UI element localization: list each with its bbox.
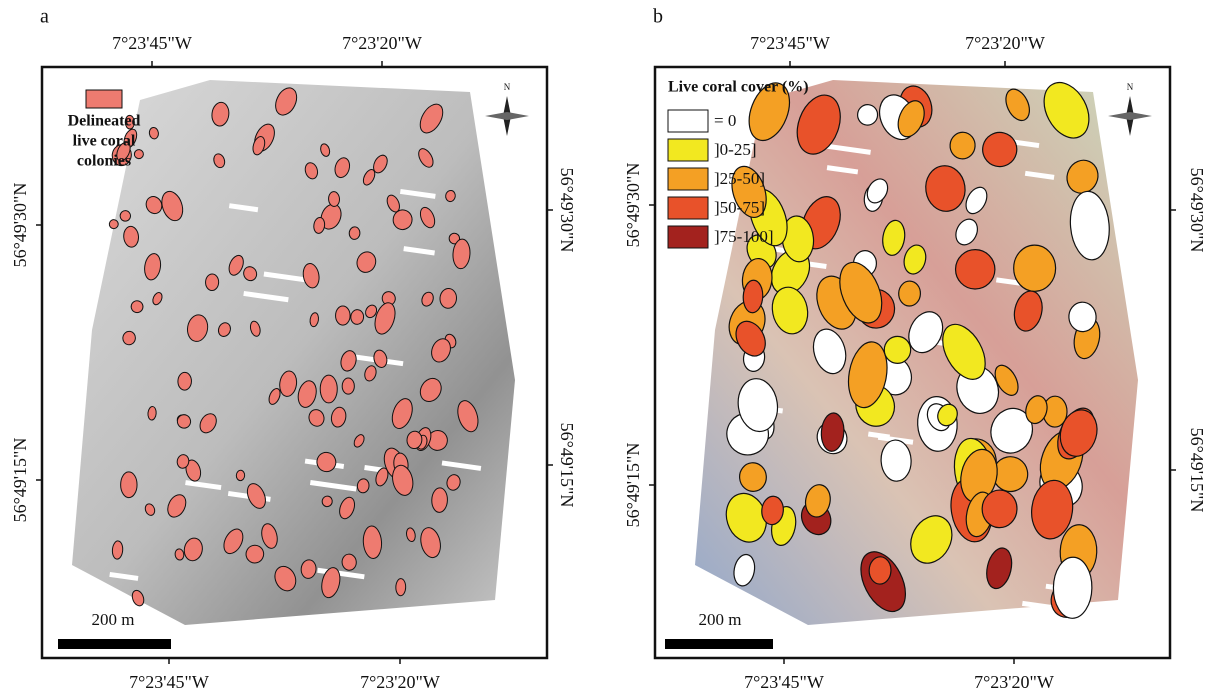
lon-label: 7°23'45"W [744,672,824,692]
lat-label: 56°49'15"N [623,443,643,528]
legend-label: Delineated [68,113,141,130]
legend-swatch [86,90,122,108]
legend-swatch [668,168,708,190]
coral-colony [178,372,192,390]
lat-label: 56°49'30"N [1187,168,1207,253]
scale-label: 200 m [699,610,742,629]
map-panel: a 7°23'45"W 7°23'20"W 7°23'45"W 7°23'20"W 56°… [10,6,577,693]
lon-label: 7°23'45"W [112,33,192,53]
lon-label: 7°23'20"W [360,672,440,692]
lon-label: 7°23'45"W [750,33,830,53]
legend-swatch [668,226,708,248]
lon-label: 7°23'20"W [965,33,1045,53]
lat-label: 56°49'15"N [1187,428,1207,513]
legend-label: live coral [73,133,136,150]
legend-label: ]50-75] [714,198,765,217]
legend-swatch [668,139,708,161]
coral-colony [431,488,447,513]
coral-colony [109,219,119,229]
coral-colony [134,149,144,159]
legend-label: ]0-25] [714,140,756,159]
coral-colony [349,227,361,240]
lat-label: 56°49'15"N [10,438,30,523]
north-label: N [1127,82,1134,92]
coral-colony [120,210,131,221]
scale-bar [665,639,773,649]
north-arrow [485,112,529,120]
lon-label: 7°23'45"W [129,672,209,692]
coral-colony [342,378,354,394]
lat-label: 56°49'15"N [557,423,577,508]
legend-label: ]75-100] [714,227,773,246]
north-label: N [504,82,511,92]
coral-colony [884,336,910,363]
coral-colony [1053,557,1093,619]
coral-colony [205,274,219,291]
coral-colony [236,470,245,481]
lat-label: 56°49'30"N [10,183,30,268]
legend-title: Live coral cover (%) [668,79,809,96]
map-panel: b 7°23'45"W 7°23'20"W 7°23'45"W 7°23'20"W 56°… [623,6,1207,693]
coral-colony [121,472,137,498]
coral-colony [955,249,995,289]
north-arrow [1108,112,1152,120]
legend-swatch [668,197,708,219]
coral-colony [336,306,351,325]
lat-label: 56°49'30"N [557,168,577,253]
scale-label: 200 m [92,610,135,629]
lon-label: 7°23'20"W [974,672,1054,692]
lon-label: 7°23'20"W [342,33,422,53]
legend-label: ]25-50] [714,169,765,188]
panel-label: a [40,6,49,28]
legend-label: colonies [77,153,131,170]
coral-colony [396,579,406,596]
legend-swatch [668,110,708,132]
coral-colony [982,489,1018,528]
coral-colony [869,556,892,584]
coral-colony [320,375,337,403]
lat-label: 56°49'30"N [623,163,643,248]
scale-bar [58,639,171,649]
coral-colony [1013,245,1056,292]
legend-label: = 0 [714,111,736,130]
figure: a 7°23'45"W 7°23'20"W 7°23'45"W 7°23'20"W 56°… [0,0,1211,700]
coral-colony [898,281,921,307]
panel-label: b [653,6,663,28]
